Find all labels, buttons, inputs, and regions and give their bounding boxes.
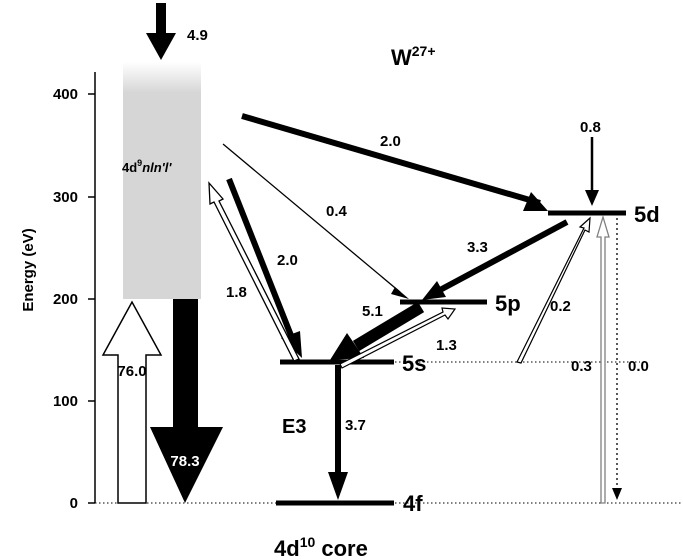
level-label-5p: 5p [495,291,521,316]
y-tick-label: 100 [53,393,78,410]
transition-arrow-band-to-5s [226,177,295,340]
arrow-head-5p-to-5s [330,333,364,360]
rate-label-5s-to-5d: 0.2 [550,298,571,315]
incoming-arrow-top [146,3,176,60]
arrow-head-incoming-5d [585,190,599,206]
transition-arrow-5p-to-5s [352,301,425,352]
rate-label-5s-to-5p: 1.3 [436,337,457,354]
arrow-head-band-to-5p [391,287,409,299]
rate-label-band-to-ground: 78.3 [170,453,199,470]
transition-arrow-ground-to-5d [596,214,610,504]
decay-arrow-band-to-ground [150,299,223,503]
y-tick-label: 400 [53,86,78,103]
level-label-5s: 5s [402,351,426,376]
rate-label-5d-to-ground: 0.0 [628,358,649,375]
rate-label-5d-to-5p: 3.3 [467,239,488,256]
transition-arrow-band-to-5d [241,113,541,206]
rate-label-5d-in: 0.8 [580,119,601,136]
transition-arrow-5s-to-5d [516,216,591,364]
rate-label-top-in: 4.9 [187,27,208,44]
y-tick-label: 300 [53,189,78,206]
rate-label-band-to-5p: 0.4 [326,203,348,220]
arrow-head-5d-to-ground [612,488,622,500]
arrow-head-5s-to-4f [328,472,348,500]
level-label-4f: 4f [403,491,423,516]
y-axis-label: Energy (eV) [20,228,37,311]
rate-label-ground-to-5d: 0.3 [571,358,592,375]
rate-label-5s-to-4f: 3.7 [345,417,366,434]
configuration-band [123,62,201,299]
rate-label-5s-to-band: 1.8 [226,284,247,301]
level-label-5d: 5d [634,202,660,227]
transition-arrow-5s-to-band [208,181,300,362]
y-tick-label: 200 [53,291,78,308]
ion-title: W27+ [391,43,436,70]
rate-label-band-to-5d: 2.0 [380,133,401,150]
y-axis [88,72,96,504]
transition-arrow-5d-to-5p [438,219,569,293]
transition-arrow-band-to-5p [222,143,401,293]
e3-label: E3 [282,416,306,438]
y-tick-label: 0 [70,495,78,512]
excitation-arrow-ground-to-band [101,300,163,504]
core-label: 4d10 core [274,534,368,560]
rate-label-band-to-5s: 2.0 [277,252,298,269]
band-label: 4d9nln'l' [122,158,172,175]
arrow-head-band-to-5d [523,192,548,211]
rate-label-5p-to-5s: 5.1 [362,303,383,320]
arrow-head-5d-to-5p [422,281,446,300]
rate-label-ground-to-band: 76.0 [117,363,146,380]
transition-arrow-5s-to-5p [339,307,457,369]
